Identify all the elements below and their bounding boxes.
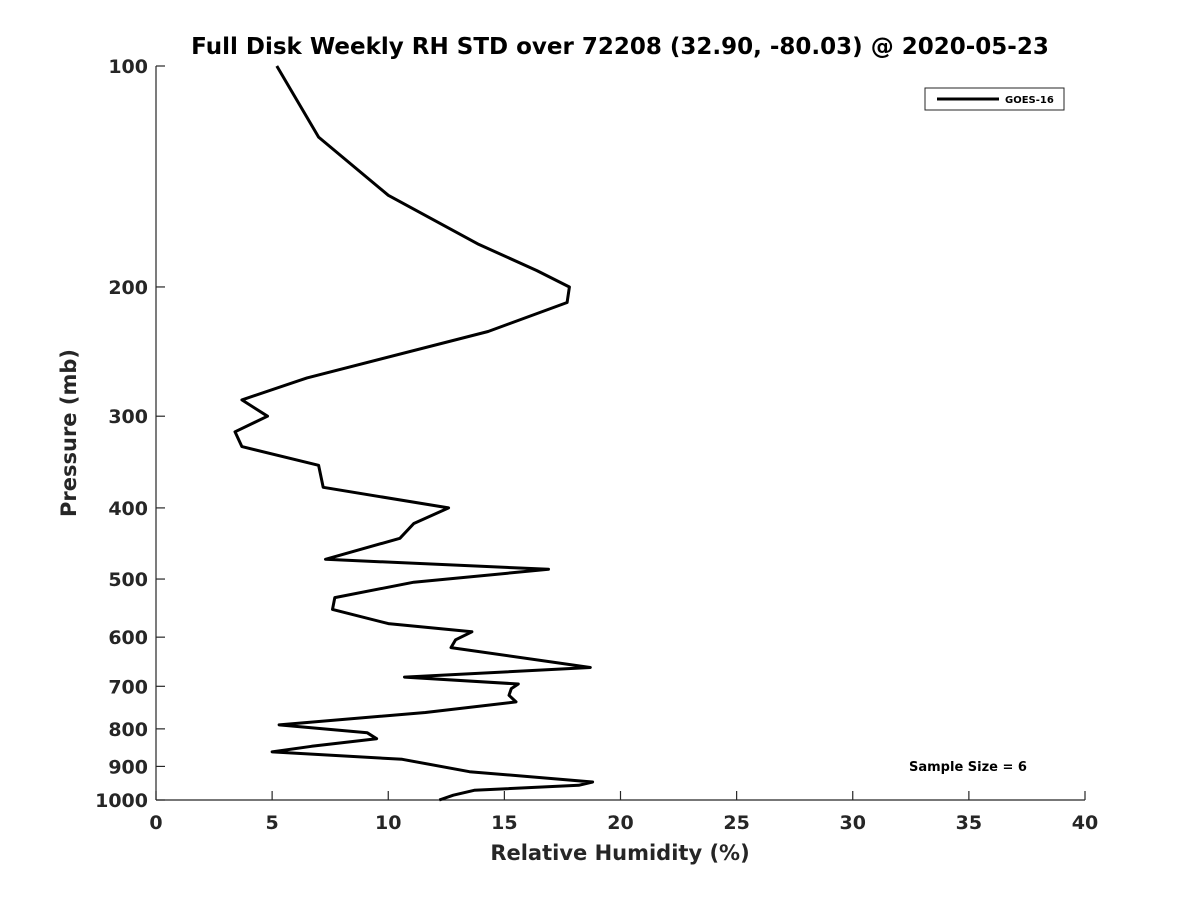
y-tick-label: 500 [108, 569, 148, 591]
chart-title: Full Disk Weekly RH STD over 72208 (32.9… [191, 34, 1049, 60]
x-tick-label: 40 [1072, 812, 1098, 834]
x-tick-label: 15 [491, 812, 517, 834]
y-tick-label: 400 [108, 498, 148, 520]
x-axis-ticks: 0 5 10 15 20 25 30 35 40 [149, 791, 1098, 834]
series-line-goes-16 [233, 65, 595, 802]
x-tick-label: 30 [840, 812, 866, 834]
x-tick-label: 25 [723, 812, 749, 834]
x-tick-label: 0 [149, 812, 162, 834]
y-tick-label: 100 [108, 56, 148, 78]
y-tick-label: 200 [108, 277, 148, 299]
x-tick-label: 5 [266, 812, 279, 834]
legend-entry-goes-16: GOES-16 [1005, 95, 1054, 106]
y-tick-label: 700 [108, 676, 148, 698]
x-tick-label: 10 [375, 812, 401, 834]
axes [155, 66, 1085, 801]
y-axis-ticks: 100 200 300 400 500 600 700 800 900 1000 [95, 56, 165, 812]
sample-size-annotation: Sample Size = 6 [909, 760, 1027, 775]
x-tick-label: 35 [956, 812, 982, 834]
y-tick-label: 800 [108, 719, 148, 741]
legend: GOES-16 [924, 87, 1065, 111]
y-tick-label: 900 [108, 756, 148, 778]
x-tick-label: 20 [607, 812, 633, 834]
x-axis-label: Relative Humidity (%) [490, 841, 749, 865]
y-tick-label: 300 [108, 406, 148, 428]
y-tick-label: 600 [108, 627, 148, 649]
y-tick-label: 1000 [95, 790, 148, 812]
y-axis-label: Pressure (mb) [57, 349, 81, 517]
